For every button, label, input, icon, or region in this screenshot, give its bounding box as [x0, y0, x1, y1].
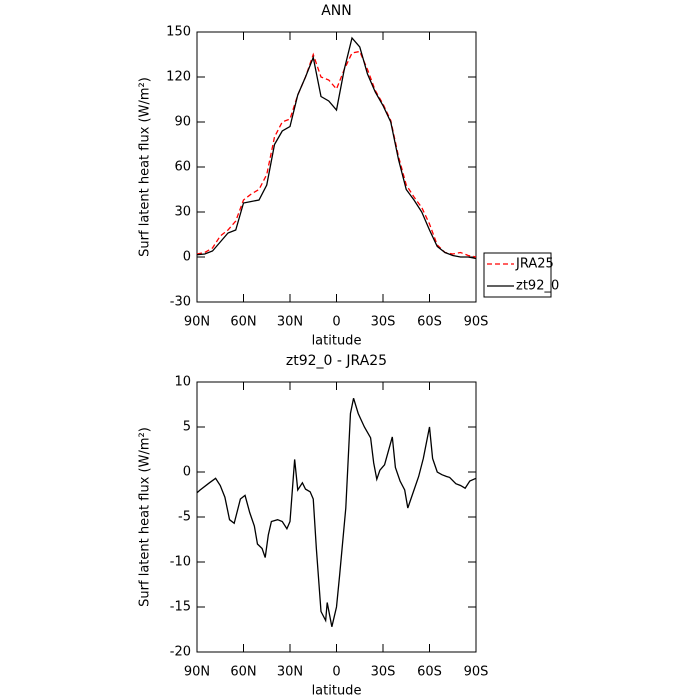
y-tick-label: 90	[174, 115, 191, 130]
y-tick-label: 120	[166, 70, 191, 85]
x-tick-label: 30N	[277, 665, 303, 680]
y-axis-label: Surf latent heat flux (W/m²)	[138, 427, 153, 607]
y-tick-label: 5	[183, 420, 191, 435]
y-tick-label: 30	[174, 205, 191, 220]
x-tick-label: 60N	[230, 315, 256, 330]
y-axis-label: Surf latent heat flux (W/m²)	[138, 77, 153, 257]
x-tick-label: 60S	[417, 315, 442, 330]
chart-title: zt92_0 - JRA25	[286, 353, 387, 369]
x-tick-label: 0	[332, 665, 340, 680]
y-tick-label: -30	[170, 295, 191, 310]
x-tick-label: 30S	[371, 665, 396, 680]
y-tick-label: 150	[166, 25, 191, 40]
y-tick-label: -5	[178, 510, 191, 525]
x-axis-label: latitude	[312, 334, 362, 349]
legend-label: zt92_0	[516, 279, 559, 294]
x-tick-label: 0	[332, 315, 340, 330]
y-tick-label: -15	[170, 600, 191, 615]
data-line	[196, 398, 477, 627]
y-tick-label: 10	[174, 375, 191, 390]
y-tick-label: -10	[170, 555, 191, 570]
legend-box	[483, 252, 552, 298]
x-tick-label: 90S	[464, 315, 489, 330]
y-tick-label: 0	[183, 465, 191, 480]
x-tick-label: 90N	[184, 315, 210, 330]
y-tick-label: 60	[174, 160, 191, 175]
x-tick-label: 90N	[184, 665, 210, 680]
chart-title: ANN	[321, 3, 352, 19]
y-tick-label: 0	[183, 250, 191, 265]
plot-frame	[196, 31, 477, 303]
x-tick-label: 60N	[230, 665, 256, 680]
x-tick-label: 60S	[417, 665, 442, 680]
x-tick-label: 30N	[277, 315, 303, 330]
data-line	[196, 50, 477, 258]
x-tick-label: 30S	[371, 315, 396, 330]
data-line	[196, 36, 477, 260]
x-tick-label: 90S	[464, 665, 489, 680]
plot-frame	[196, 381, 477, 653]
y-tick-label: -20	[170, 645, 191, 660]
x-axis-label: latitude	[312, 684, 362, 699]
legend-label: JRA25	[515, 257, 554, 272]
